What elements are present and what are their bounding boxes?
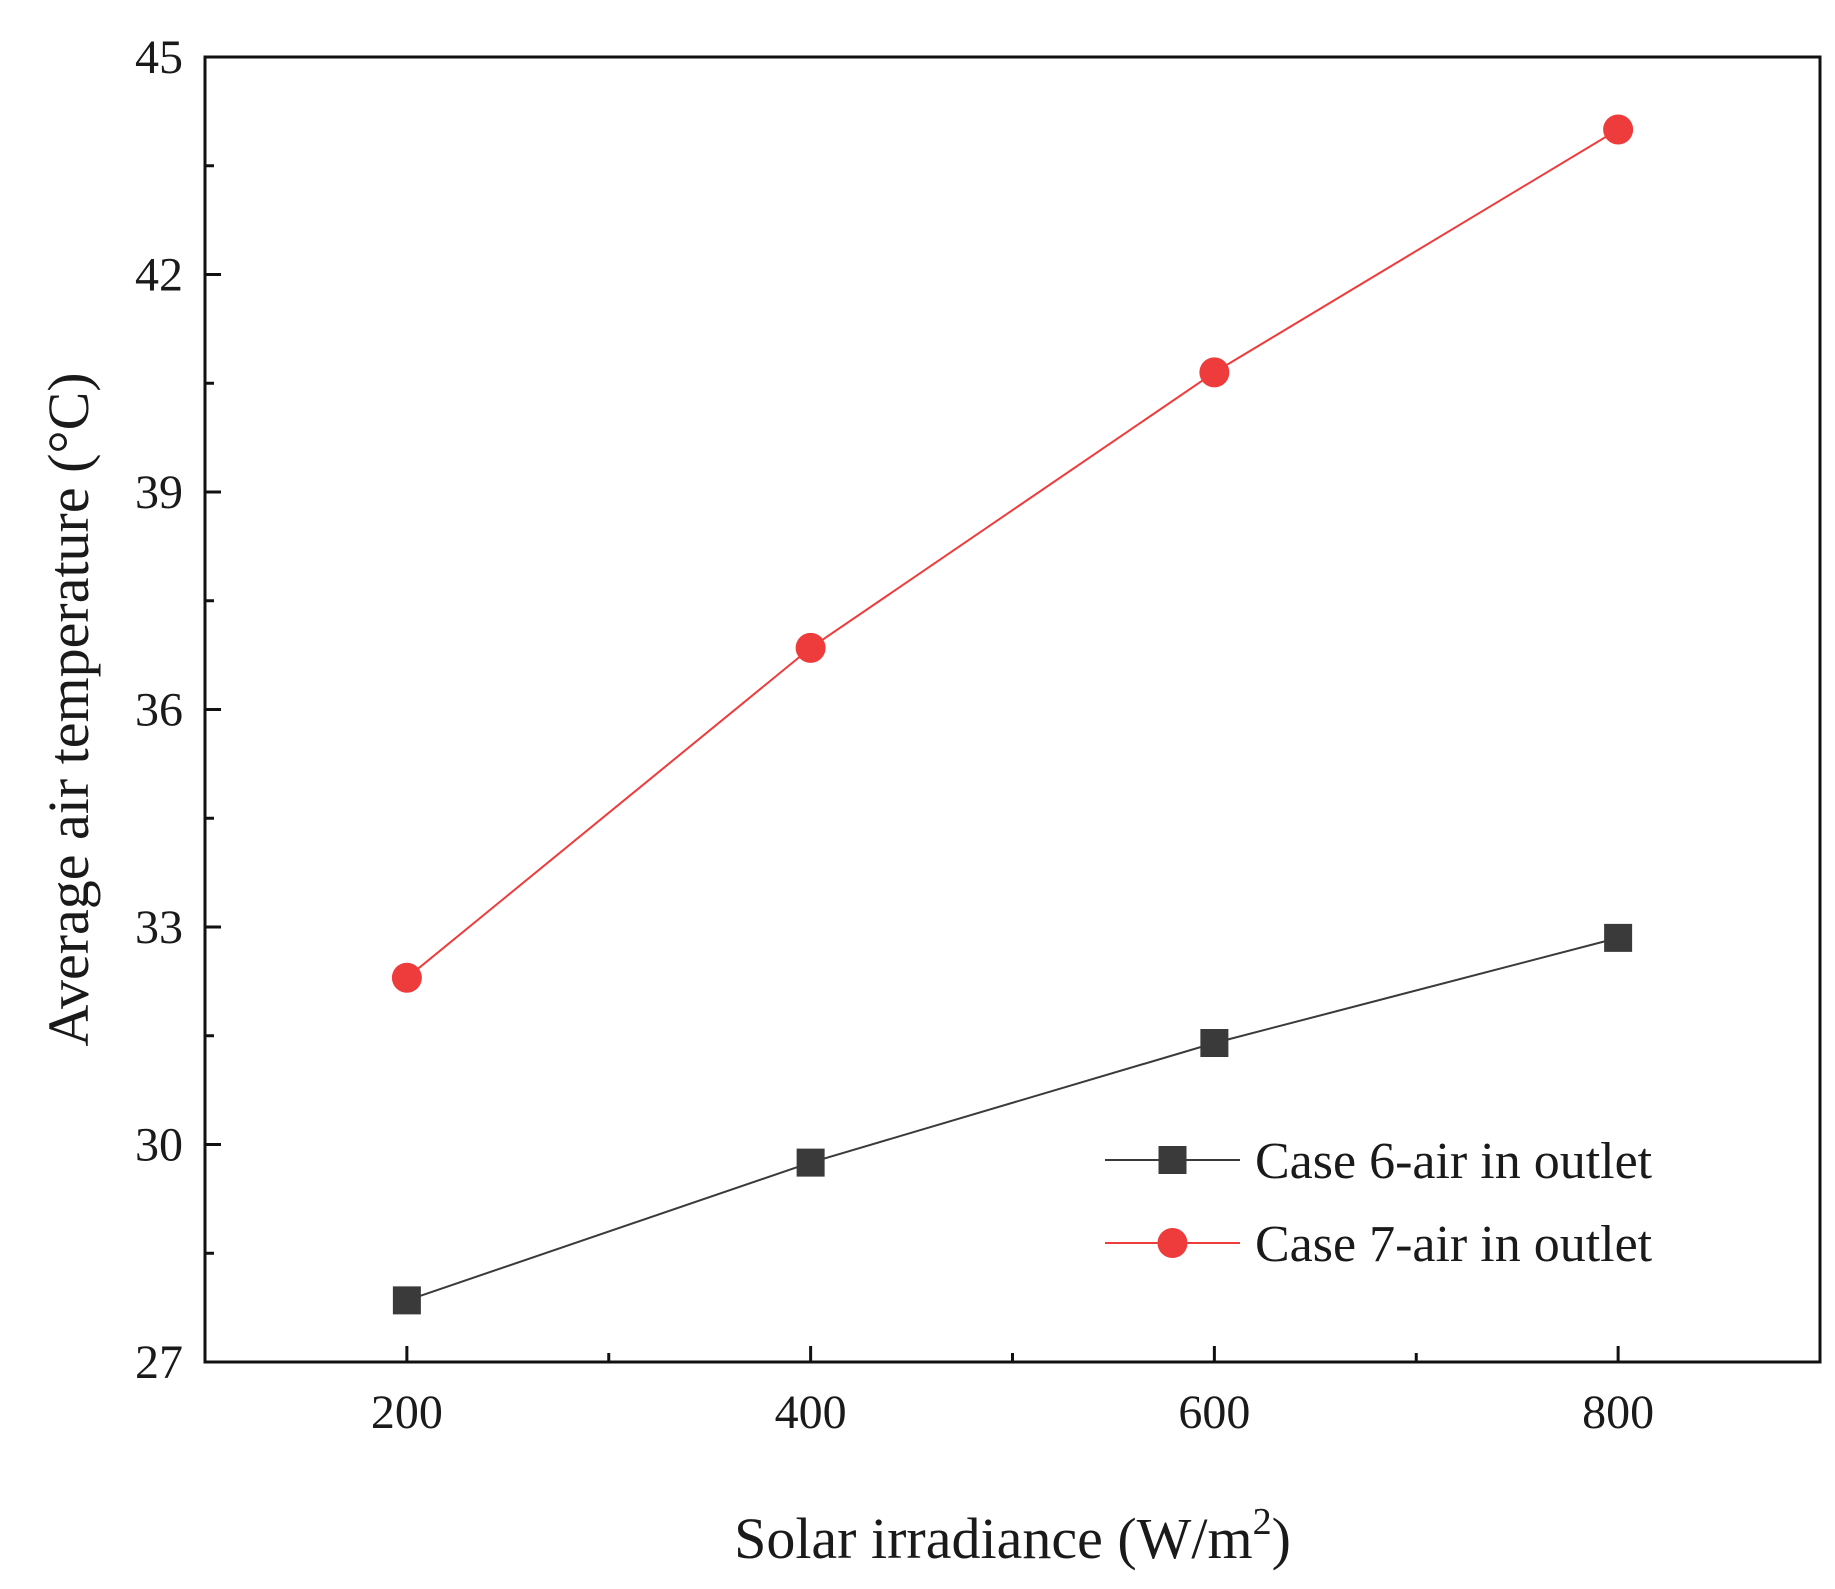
series-line-2 bbox=[406, 128, 1619, 979]
data-point-series-1 bbox=[796, 1148, 825, 1177]
y-tick-label: 42 bbox=[135, 249, 183, 302]
legend-label-2: Case 7-air in outlet bbox=[1255, 1216, 1653, 1273]
data-point-series-2 bbox=[1603, 114, 1634, 145]
y-tick-label: 39 bbox=[135, 466, 183, 519]
y-tick-label: 33 bbox=[135, 901, 183, 954]
legend-label-1: Case 6-air in outlet bbox=[1255, 1133, 1653, 1190]
y-tick-label: 30 bbox=[135, 1119, 183, 1172]
axis-titles: Solar irradiance (W/m2) Average air tempe… bbox=[36, 372, 1291, 1571]
data-point-series-2 bbox=[795, 632, 826, 663]
x-tick-label: 600 bbox=[1178, 1386, 1250, 1439]
y-tick-label: 36 bbox=[135, 684, 183, 737]
data-point-series-1 bbox=[1604, 923, 1633, 952]
legend-marker-1 bbox=[1158, 1146, 1187, 1174]
data-point-series-2 bbox=[391, 962, 422, 993]
x-tick-label: 400 bbox=[775, 1386, 847, 1439]
x-axis-title-main: Solar irradiance (W/m bbox=[734, 1506, 1253, 1571]
data-point-series-1 bbox=[392, 1286, 421, 1315]
x-axis-title-superscript: 2 bbox=[1253, 1501, 1272, 1543]
data-point-series-2 bbox=[1199, 357, 1230, 388]
y-axis-title: Average air temperature (°C) bbox=[36, 372, 101, 1046]
series-line-1 bbox=[406, 936, 1619, 1302]
data-point-series-1 bbox=[1200, 1029, 1229, 1057]
x-axis-title-suffix: ) bbox=[1272, 1506, 1291, 1571]
legend-marker-2 bbox=[1157, 1228, 1188, 1258]
y-tick-label: 45 bbox=[135, 31, 183, 84]
series-group bbox=[391, 114, 1634, 1315]
x-axis-title: Solar irradiance (W/m2) bbox=[734, 1501, 1291, 1571]
x-tick-label: 200 bbox=[371, 1386, 443, 1439]
y-tick-label: 27 bbox=[135, 1336, 183, 1389]
legend: Case 6-air in outlet Case 7-air in outlet bbox=[1105, 1133, 1653, 1273]
x-tick-label: 800 bbox=[1582, 1386, 1654, 1439]
axes-group: 27 30 33 36 39 42 45 200 400 600 800 bbox=[135, 31, 1822, 1439]
